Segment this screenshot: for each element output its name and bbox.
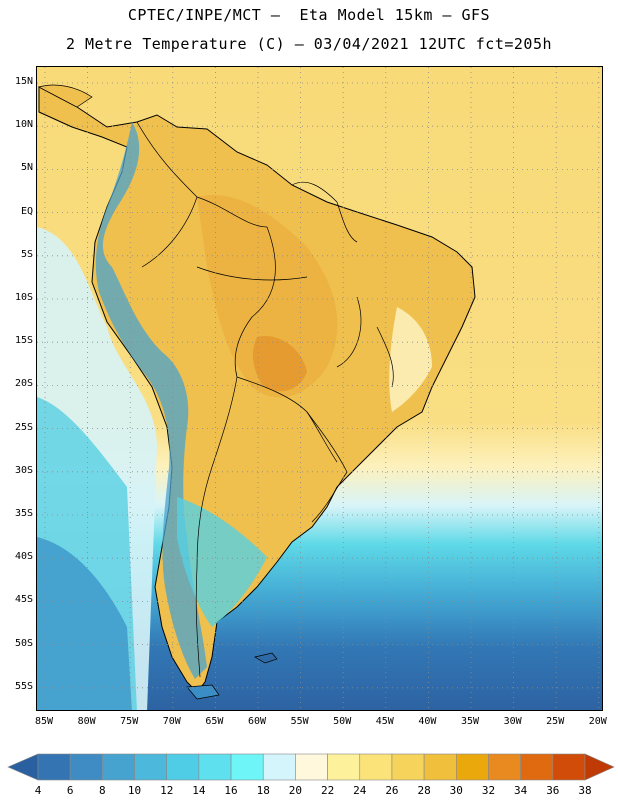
colorbar-segment	[295, 753, 328, 781]
lat-label: 15S	[14, 335, 33, 347]
colorbar-segment	[488, 753, 521, 781]
lat-label: 55S	[14, 680, 33, 692]
lat-label: 35S	[14, 508, 33, 519]
colorbar-segment	[69, 753, 103, 781]
lon-label: 20W	[588, 716, 607, 727]
lon-label: 70W	[162, 716, 181, 727]
east-coast-cool-zone	[389, 307, 432, 412]
lon-label: 75W	[120, 716, 139, 727]
title-line-2: 2 Metre Temperature (C) – 03/04/2021 12U…	[65, 35, 553, 53]
colorbar-tick-label: 10	[127, 784, 142, 797]
lat-label: 50S	[14, 637, 33, 649]
lat-label: 5S	[20, 248, 33, 260]
colorbar-tick-label: 16	[224, 784, 238, 797]
map-canvas	[37, 67, 602, 710]
colorbar-tick-label: 8	[99, 784, 106, 797]
colorbar-left-arrow	[7, 753, 39, 781]
falkland-islands	[254, 652, 278, 664]
colorbar-segment	[455, 753, 489, 781]
colorbar-tick-label: 38	[578, 784, 592, 797]
colorbar-segment	[102, 753, 135, 781]
lat-label: 25S	[14, 421, 33, 433]
lon-label: 65W	[205, 716, 224, 727]
colorbar-tick-label: 18	[256, 784, 270, 797]
colorbar-segment	[391, 753, 425, 781]
lat-label: 40S	[14, 551, 33, 563]
country-borders	[136, 121, 394, 678]
lon-label: 25W	[546, 716, 565, 727]
colorbar-segment	[520, 753, 554, 781]
colorbar-tick-label: 22	[320, 784, 335, 797]
colorbar-segment	[37, 753, 71, 781]
lat-label: 30S	[14, 464, 33, 476]
lon-label: 45W	[375, 716, 394, 727]
interior-hot-zone	[197, 195, 338, 398]
colorbar-segment	[134, 753, 168, 781]
lon-label: 80W	[77, 716, 96, 727]
colorbar-segment	[327, 753, 361, 781]
colorbar-tick-label: 20	[288, 784, 303, 797]
colorbar-tick-label: 6	[66, 784, 74, 797]
lon-label: 50W	[333, 716, 352, 727]
colorbar-tick-label: 24	[353, 784, 367, 797]
colorbar	[7, 753, 615, 781]
colorbar-tick-label: 30	[449, 784, 463, 797]
colorbar-segment	[166, 753, 200, 781]
lat-label: 10N	[14, 119, 33, 131]
lat-label: 15N	[14, 76, 33, 87]
colorbar-tick-label: 28	[417, 784, 431, 797]
colorbar-segment	[230, 753, 264, 781]
colorbar-tick-label: 32	[481, 784, 496, 797]
colorbar-tick-label: 34	[514, 784, 528, 797]
lat-label: EQ	[20, 205, 33, 217]
caribbean-coast	[38, 84, 93, 108]
colorbar-segment	[423, 753, 457, 781]
colorbar-segment	[359, 753, 393, 781]
lon-label: 40W	[418, 716, 437, 727]
temperature-map	[36, 66, 603, 711]
pantanal-hot-zone	[252, 336, 307, 392]
lon-label: 55W	[290, 716, 309, 727]
colorbar-tick-label: 4	[34, 784, 42, 797]
colorbar-tick-label: 14	[192, 784, 206, 797]
colorbar-segment	[198, 753, 232, 781]
lat-label: 10S	[14, 292, 33, 303]
colorbar-tick-label: 12	[160, 784, 174, 797]
pacific-deep-zone	[37, 537, 132, 710]
colorbar-segment	[552, 753, 586, 781]
colorbar-tick-label: 26	[385, 784, 399, 797]
lat-label: 45S	[14, 594, 33, 606]
lon-label: 85W	[34, 716, 54, 727]
patagonia-cold-zone	[177, 497, 267, 627]
lat-label: 20S	[14, 378, 33, 390]
colorbar-segment	[262, 753, 296, 781]
lat-label: 5N	[20, 162, 33, 174]
lon-label: 30W	[503, 716, 522, 727]
colorbar-right-arrow	[584, 753, 615, 781]
colorbar-tick-label: 36	[546, 784, 560, 797]
tierra-del-fuego	[186, 684, 220, 700]
lon-label: 35W	[460, 716, 480, 727]
lon-label: 60W	[247, 716, 267, 727]
title-line-1: CPTEC/INPE/MCT – Eta Model 15km – GFS	[127, 6, 491, 24]
